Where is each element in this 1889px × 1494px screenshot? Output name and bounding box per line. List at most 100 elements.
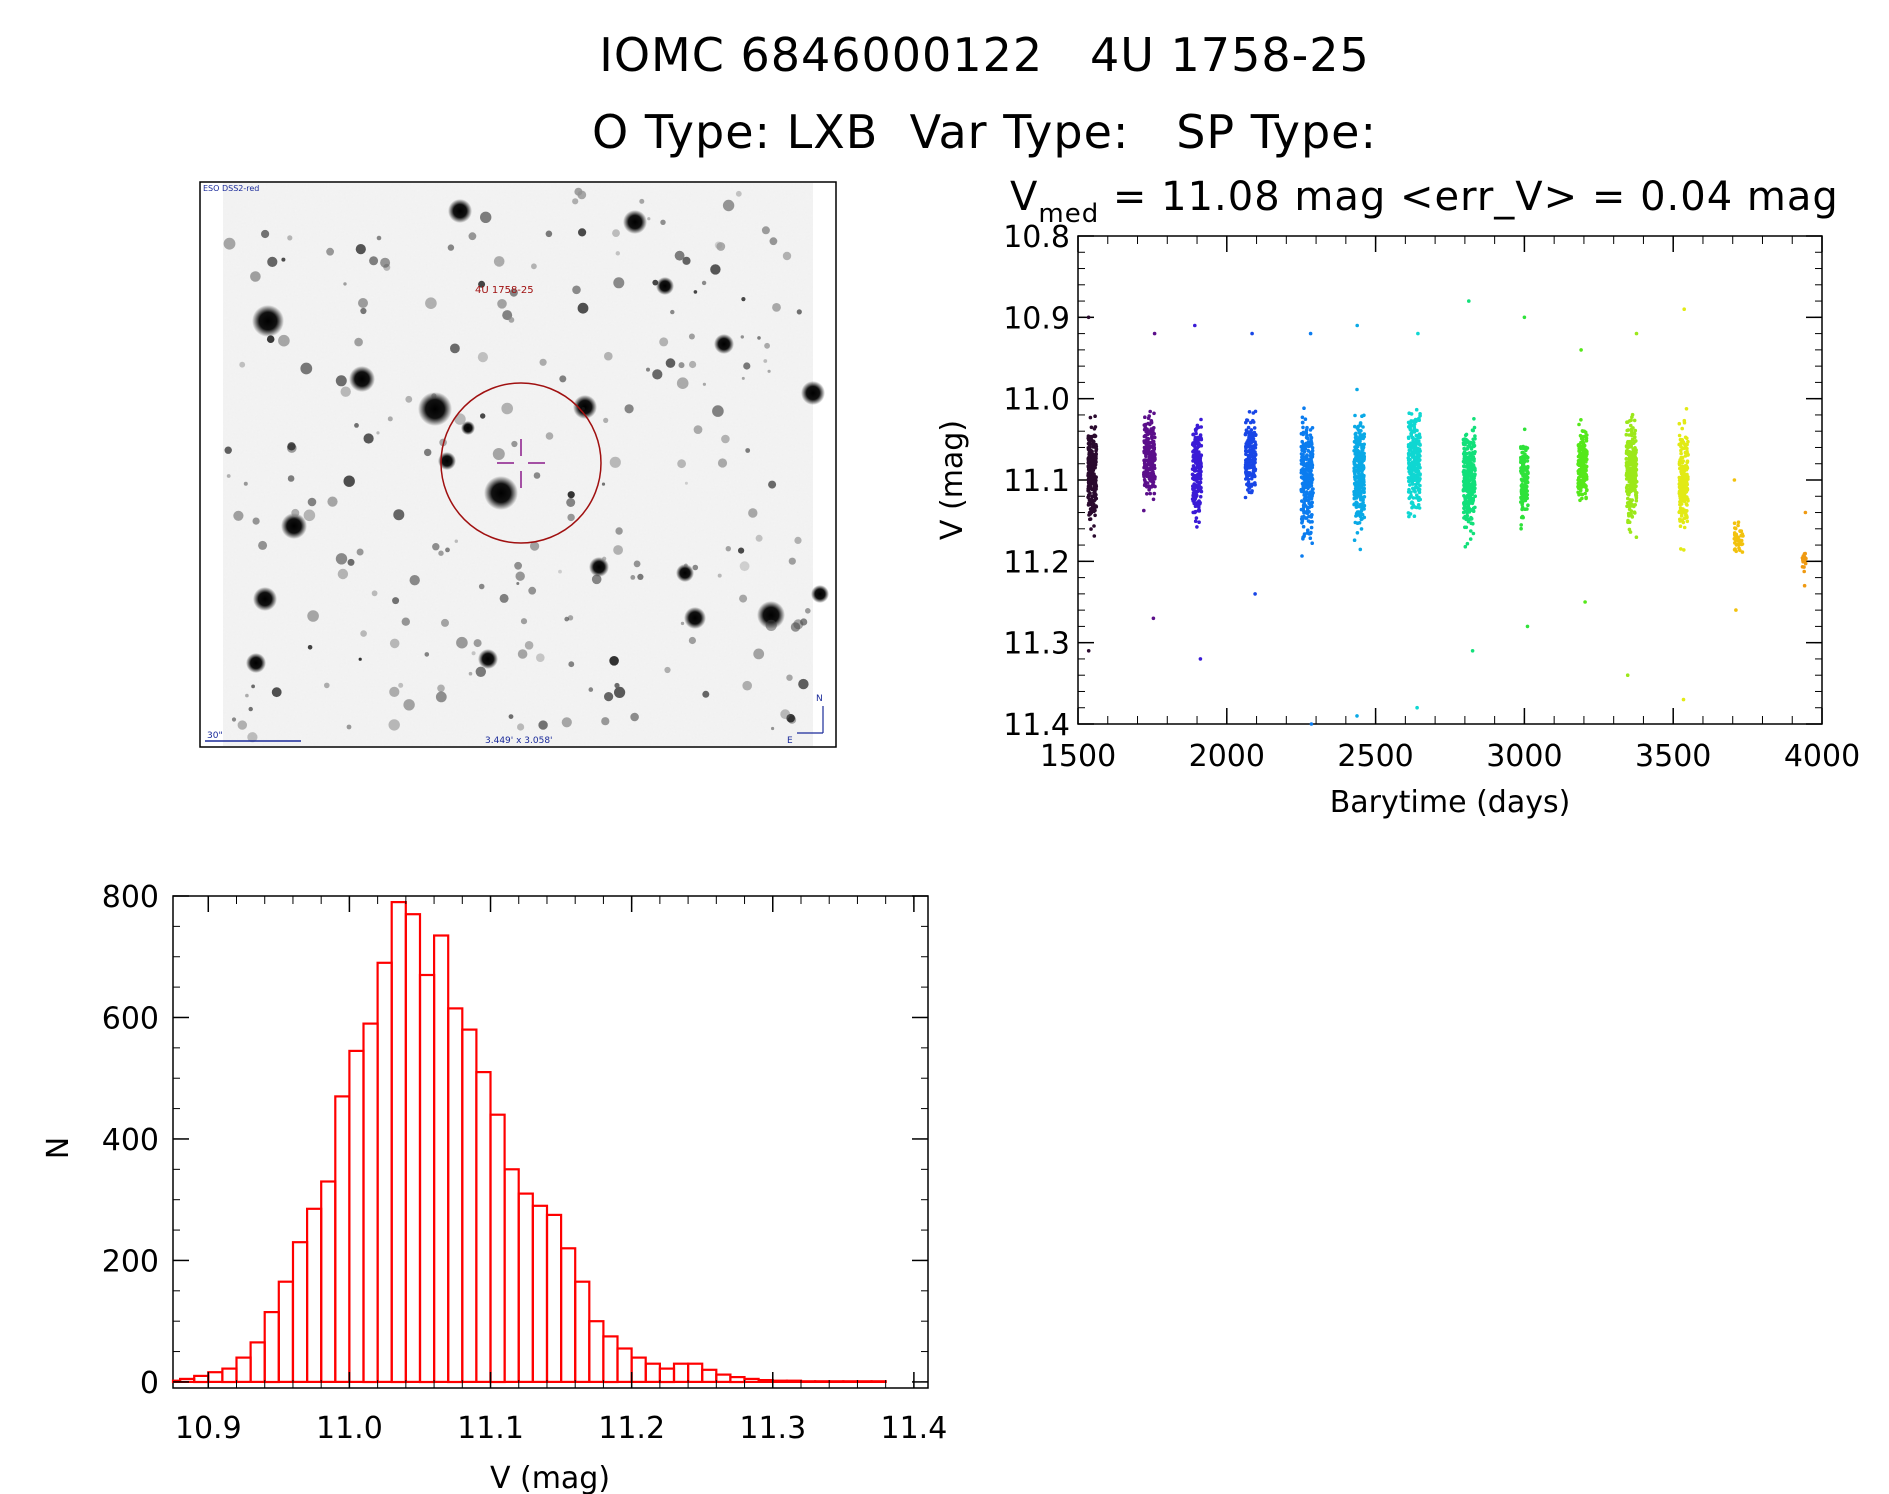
star-faint-41 xyxy=(403,699,415,711)
lc-point xyxy=(1577,442,1582,447)
lc-point xyxy=(1411,453,1416,458)
h-ytick-label-0: 0 xyxy=(140,1366,159,1401)
lc-point xyxy=(1087,455,1091,460)
lc-point xyxy=(1462,479,1466,483)
lc-point xyxy=(1740,550,1745,554)
lc-point xyxy=(1461,441,1466,445)
lc-point xyxy=(1679,547,1683,551)
star-bright-1 xyxy=(349,366,375,392)
star-faint-29 xyxy=(538,720,548,730)
lc-point xyxy=(1626,441,1630,446)
star-faint-171 xyxy=(233,510,244,521)
lc-point xyxy=(1629,504,1634,508)
lc-point xyxy=(1358,481,1363,486)
lc-point xyxy=(1581,451,1586,455)
star-faint-31 xyxy=(741,376,745,380)
star-faint-156 xyxy=(497,299,507,309)
lc-point xyxy=(1733,541,1737,545)
lc-point xyxy=(1634,535,1639,539)
star-faint-190 xyxy=(346,724,352,730)
lc-point xyxy=(1465,451,1469,456)
lc-point xyxy=(1142,439,1146,443)
lc-point xyxy=(1583,454,1587,459)
star-faint-54 xyxy=(588,687,594,692)
star-faint-226 xyxy=(278,334,290,347)
lc-point xyxy=(1304,481,1309,486)
lc-point xyxy=(1362,435,1366,439)
lc-point xyxy=(1802,569,1806,574)
star-faint-89 xyxy=(493,256,505,267)
lc-point xyxy=(1147,459,1152,464)
lc-point xyxy=(1577,460,1582,465)
star-faint-131 xyxy=(471,651,476,656)
star-faint-48 xyxy=(389,638,400,649)
histogram-bar-35 xyxy=(658,1367,676,1384)
lc-point xyxy=(1685,460,1690,464)
lc-point xyxy=(1303,484,1308,488)
star-faint-154 xyxy=(613,545,623,555)
star-faint-121 xyxy=(591,574,602,585)
lc-point xyxy=(1678,485,1682,490)
lc-point xyxy=(1359,429,1363,433)
star-faint-191 xyxy=(615,527,623,535)
lc-point xyxy=(1417,454,1421,458)
lc-point xyxy=(1684,513,1688,517)
lc-point xyxy=(1802,552,1807,556)
lc-point xyxy=(1308,536,1313,540)
lc-point xyxy=(1683,450,1688,455)
lc-series-season9 xyxy=(1519,315,1530,629)
lc-point xyxy=(1310,494,1314,498)
lc-point xyxy=(1302,445,1307,450)
star-faint-40 xyxy=(559,375,567,383)
lc-point xyxy=(1087,510,1092,515)
lc-point xyxy=(1584,488,1589,493)
lc-point xyxy=(1732,521,1737,525)
lc-point xyxy=(1245,475,1249,480)
lc-point xyxy=(1526,471,1530,476)
lc-point xyxy=(1355,443,1359,447)
lc-point xyxy=(1800,565,1805,569)
star-faint-129 xyxy=(716,242,726,251)
h-ytick-label-1: 200 xyxy=(102,1244,159,1279)
lc-point xyxy=(1354,486,1359,491)
lc-point xyxy=(1253,467,1258,472)
lc-point xyxy=(1308,464,1313,468)
lc-point xyxy=(1197,475,1202,480)
lc-point xyxy=(1310,426,1315,430)
star-bright-3 xyxy=(484,476,518,510)
lc-point xyxy=(1142,508,1146,513)
histogram-bar-8 xyxy=(277,1280,294,1384)
lc-point xyxy=(1362,454,1366,459)
lc-point xyxy=(1300,415,1305,420)
lc-point xyxy=(1301,430,1306,435)
lc-point xyxy=(1413,505,1417,509)
lc-point xyxy=(1465,487,1469,492)
lc-point xyxy=(1462,506,1466,511)
compass-east-label: E xyxy=(787,736,793,746)
lc-point xyxy=(1193,510,1197,515)
lc-point xyxy=(1149,479,1153,483)
star-faint-26 xyxy=(604,692,614,702)
lc-point xyxy=(1358,422,1363,426)
lc-point xyxy=(1253,409,1258,414)
lc-point xyxy=(1311,487,1315,491)
lc-point xyxy=(1197,444,1201,449)
lc-point xyxy=(1414,485,1418,489)
lc-point xyxy=(1152,463,1157,468)
lc-point xyxy=(1465,541,1470,546)
star-faint-67 xyxy=(615,251,620,256)
star-faint-130 xyxy=(678,362,685,369)
star-faint-167 xyxy=(343,282,347,286)
lc-point xyxy=(1584,495,1588,500)
lc-point xyxy=(1582,484,1586,488)
lc-point xyxy=(1416,473,1420,478)
lc-point xyxy=(1625,673,1630,677)
lc-point xyxy=(1414,437,1418,442)
lc-point xyxy=(1252,456,1257,460)
lc-point xyxy=(1584,460,1588,464)
lc-point xyxy=(1086,436,1090,441)
lc-point xyxy=(1741,534,1745,538)
histogram-xlabel: V (mag) xyxy=(490,1461,610,1494)
lc-point xyxy=(1250,331,1254,336)
lc-point xyxy=(1680,497,1685,501)
